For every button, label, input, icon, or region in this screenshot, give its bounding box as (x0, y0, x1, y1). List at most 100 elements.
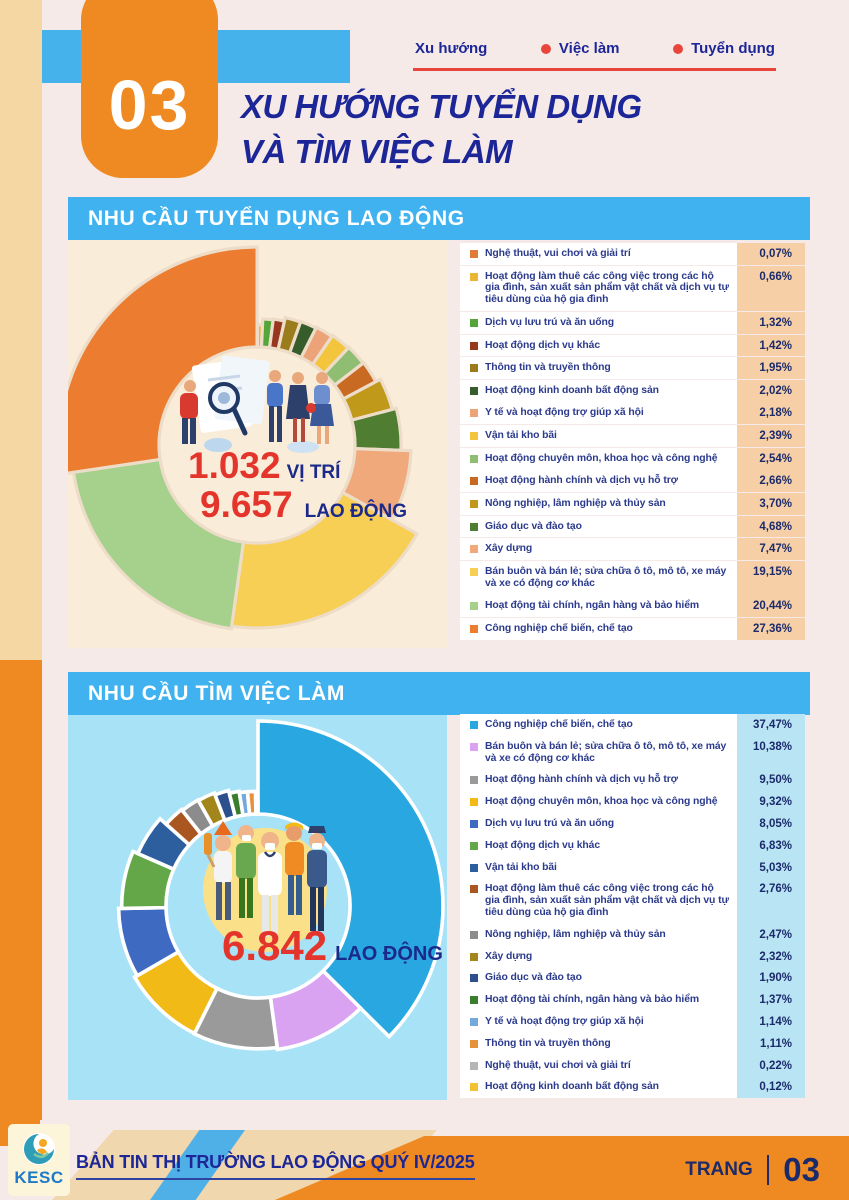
section1-total-workers: 9.657 LAO ĐỘNG (200, 486, 407, 523)
legend-swatch (470, 522, 478, 531)
legend-item: Vận tải kho bãi 5,03% (460, 856, 805, 879)
legend-label: Công nghiệp chế biến, chế tạo (485, 719, 633, 730)
legend-label: Y tế và hoạt động trợ giúp xã hội (485, 1015, 644, 1027)
chart-slice (71, 457, 246, 631)
legend-item: Dịch vụ lưu trú và ăn uống 8,05% (460, 812, 805, 835)
legend-swatch (470, 341, 478, 350)
legend-label: Hoạt động hành chính và dịch vụ hỗ trợ (485, 475, 678, 487)
legend-label: Vận tải kho bãi (485, 861, 557, 873)
legend-label: Xây dựng (485, 543, 533, 555)
legend-label: Dịch vụ lưu trú và ăn uống (485, 817, 615, 829)
page-title-line2: VÀ TÌM VIỆC LÀM (241, 133, 513, 170)
legend-swatch (470, 1061, 478, 1070)
legend-label: Hoạt động tài chính, ngân hàng và bảo hi… (485, 600, 700, 612)
tab-label: Việc làm (558, 40, 620, 57)
tabs-underline (413, 68, 776, 71)
legend-swatch (470, 863, 478, 872)
positions-label: VỊ TRÍ (286, 462, 341, 483)
chart-slice (229, 490, 420, 630)
tab-tuyen-dung: Tuyển dụng (673, 40, 775, 57)
legend-value: 1,32% (737, 311, 805, 334)
legend-label: Thông tin và truyền thông (485, 1037, 611, 1049)
legend-label: Giáo dục và đào tạo (485, 972, 582, 984)
legend-item: Hoạt động làm thuê các công việc trong c… (460, 878, 805, 924)
legend-swatch (470, 500, 478, 508)
legend-label: Hoạt động dịch vụ khác (485, 339, 600, 351)
section2-banner-label: NHU CẦU TÌM VIỆC LÀM (88, 681, 345, 705)
job-seeking-rose-chart (116, 719, 445, 1052)
legend-item: Bán buôn và bán lẻ; sửa chữa ô tô, mô tô… (460, 735, 805, 770)
legend-label: Thông tin và truyền thông (485, 362, 611, 374)
legend-item: Công nghiệp chế biến, chế tạo 37,47% (460, 714, 805, 736)
legend-item: Hoạt động kinh doanh bất động sản 0,12% (460, 1076, 805, 1099)
chart-slice (116, 905, 181, 979)
tab-xu-huong: Xu hướng (415, 40, 487, 57)
legend-swatch (470, 742, 478, 751)
page-number: 03 (783, 1151, 820, 1188)
legend-swatch (470, 477, 478, 486)
workers-value: 6.842 (222, 922, 328, 969)
chart-slice (255, 799, 260, 816)
workers-illustration (203, 821, 327, 952)
legend-value: 2,47% (737, 923, 805, 946)
legend-label: Hoạt động tài chính, ngân hàng và bảo hi… (485, 994, 700, 1006)
legend-swatch (470, 364, 478, 373)
left-strip-tan (0, 0, 42, 660)
legend-value: 37,47% (737, 714, 805, 736)
legend-item: Hoạt động chuyên môn, khoa học và công n… (460, 791, 805, 813)
legend-value: 2,76% (737, 878, 805, 924)
legend-item: Hoạt động tài chính, ngân hàng và bảo hi… (460, 595, 805, 618)
kesc-logo-icon (23, 1133, 55, 1165)
legend-swatch (470, 798, 478, 807)
legend-value: 4,68% (737, 515, 805, 538)
legend-value: 9,50% (737, 769, 805, 792)
section1-total-positions: 1.032 VỊ TRÍ (188, 447, 340, 484)
section2-chart-panel (68, 715, 447, 1100)
recruitment-rose-chart (68, 245, 420, 631)
legend-label: Vận tải kho bãi (485, 430, 557, 442)
legend-value: 2,39% (737, 425, 805, 447)
left-strip-orange (0, 660, 42, 1120)
legend-label: Công nghiệp chế biến, chế tạo (485, 623, 633, 634)
legend-value: 1,11% (737, 1032, 805, 1055)
legend-swatch (470, 602, 478, 611)
legend-swatch (470, 996, 478, 1005)
legend-value: 2,66% (737, 470, 805, 493)
chart-slice (132, 949, 220, 1036)
legend-swatch (470, 1017, 478, 1026)
legend-swatch (470, 432, 478, 441)
legend-value: 9,32% (737, 791, 805, 813)
tab-label: Xu hướng (415, 40, 488, 57)
legend-label: Hoạt động chuyên môn, khoa học và công n… (485, 452, 718, 464)
legend-item: Công nghiệp chế biến, chế tạo 27,36% (460, 618, 805, 640)
legend-label: Bán buôn và bán lẻ; sửa chữa ô tô, mô tô… (485, 565, 727, 589)
bullet-icon (540, 43, 551, 54)
footer-title: BẢN TIN THỊ TRƯỜNG LAO ĐỘNG QUÝ IV/2025 (76, 1152, 475, 1180)
legend-swatch (470, 454, 478, 463)
legend-swatch (470, 776, 478, 785)
people-search-illustration (180, 355, 334, 453)
section-number-badge: 03 (81, 0, 218, 178)
legend-label: Hoạt động làm thuê các công việc trong c… (485, 883, 729, 918)
legend-swatch (470, 386, 478, 395)
chart-slice (268, 968, 364, 1052)
legend-item: Hoạt động tài chính, ngân hàng và bảo hi… (460, 989, 805, 1011)
legend-item: Bán buôn và bán lẻ; sửa chữa ô tô, mô tô… (460, 560, 805, 595)
legend-value: 10,38% (737, 735, 805, 770)
page-title-line1: XU HƯỚNG TUYỂN DỤNG (241, 88, 642, 125)
chart-slice (256, 719, 445, 1040)
legend-value: 0,66% (737, 265, 805, 312)
legend-label: Hoạt động kinh doanh bất động sản (485, 384, 659, 396)
section-number: 03 (108, 66, 191, 144)
workers-value: 9.657 (200, 484, 293, 525)
legend-value: 6,83% (737, 834, 805, 857)
legend-label: Hoạt động làm thuê các công việc trong c… (485, 270, 729, 306)
legend-swatch (470, 841, 478, 850)
legend-item: Hoạt động dịch vụ khác 6,83% (460, 834, 805, 857)
section1-banner-label: NHU CẦU TUYỂN DỤNG LAO ĐỘNG (88, 206, 465, 230)
legend-item: Thông tin và truyền thông 1,11% (460, 1032, 805, 1055)
kesc-logo: KESC (8, 1124, 70, 1196)
section2-banner: NHU CẦU TÌM VIỆC LÀM (68, 672, 810, 715)
page-label: TRANG (685, 1159, 753, 1180)
